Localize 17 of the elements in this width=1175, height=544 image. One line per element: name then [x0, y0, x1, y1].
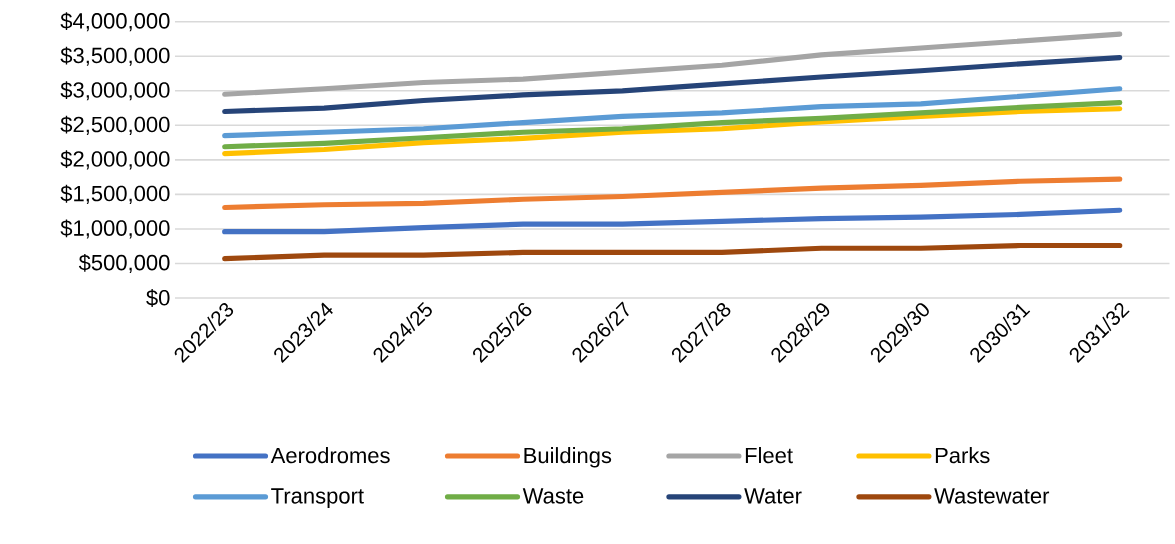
legend-label: Waste: [522, 488, 584, 504]
legend-label: Parks: [935, 447, 990, 464]
legend-label: Water: [744, 488, 802, 504]
y-tick-label: $3,500,000: [60, 46, 170, 66]
y-tick-label: $4,000,000: [60, 12, 170, 32]
legend-label: Buildings: [524, 447, 612, 468]
y-tick-label: $2,000,000: [60, 150, 170, 170]
y-tick-label: $2,500,000: [60, 115, 170, 135]
y-tick-label: $3,000,000: [60, 81, 170, 101]
y-tick-label: $1,000,000: [60, 219, 170, 239]
legend-label: Wastewater: [934, 488, 1050, 504]
y-tick-label: $500,000: [78, 253, 170, 273]
y-tick-label: $1,500,000: [60, 184, 170, 204]
y-tick-label: $0: [146, 289, 170, 307]
legend-label: Transport: [271, 488, 364, 508]
legend-label: Fleet: [745, 447, 793, 464]
legend-label: Aerodromes: [270, 447, 390, 464]
